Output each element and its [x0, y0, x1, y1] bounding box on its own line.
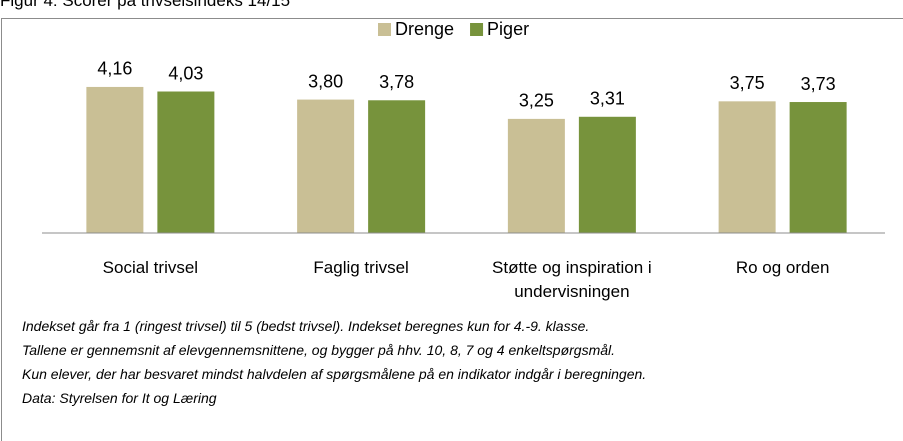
data-label: 3,73	[801, 74, 836, 94]
bar	[789, 102, 847, 233]
data-label: 3,25	[519, 91, 554, 111]
data-label: 3,80	[308, 71, 343, 91]
data-label: 3,75	[730, 73, 765, 93]
x-tick-label: Ro og orden	[735, 258, 830, 277]
legend-swatch	[378, 23, 391, 36]
x-tick-label: Støtte og inspiration i undervisningen	[492, 258, 652, 301]
x-tick-label: Faglig trivsel	[313, 258, 409, 277]
chart-border	[1, 18, 903, 441]
legend-label: Piger	[487, 19, 529, 39]
bar	[507, 118, 565, 233]
bar	[297, 99, 355, 233]
data-label: 4,16	[97, 59, 132, 79]
chart-title: Figur 4: Scorer på trivselsindeks 14/15	[0, 0, 291, 10]
note: Tallene er gennemsnit af elevgennemsnitt…	[22, 342, 616, 358]
note: Data: Styrelsen for It og Læring	[22, 390, 217, 406]
note: Indekset går fra 1 (ringest trivsel) til…	[22, 318, 590, 334]
legend-swatch	[470, 23, 484, 36]
data-label: 4,03	[168, 63, 203, 83]
bar	[368, 100, 426, 233]
legend-label: Drenge	[395, 19, 454, 39]
note: Kun elever, der har besvaret mindst halv…	[22, 366, 647, 382]
bar	[578, 116, 636, 233]
data-label: 3,31	[590, 89, 625, 109]
x-tick-label: Social trivsel	[102, 258, 199, 277]
bar	[86, 86, 144, 233]
data-label: 3,78	[379, 72, 414, 92]
bar	[718, 101, 776, 233]
bar	[157, 91, 215, 233]
